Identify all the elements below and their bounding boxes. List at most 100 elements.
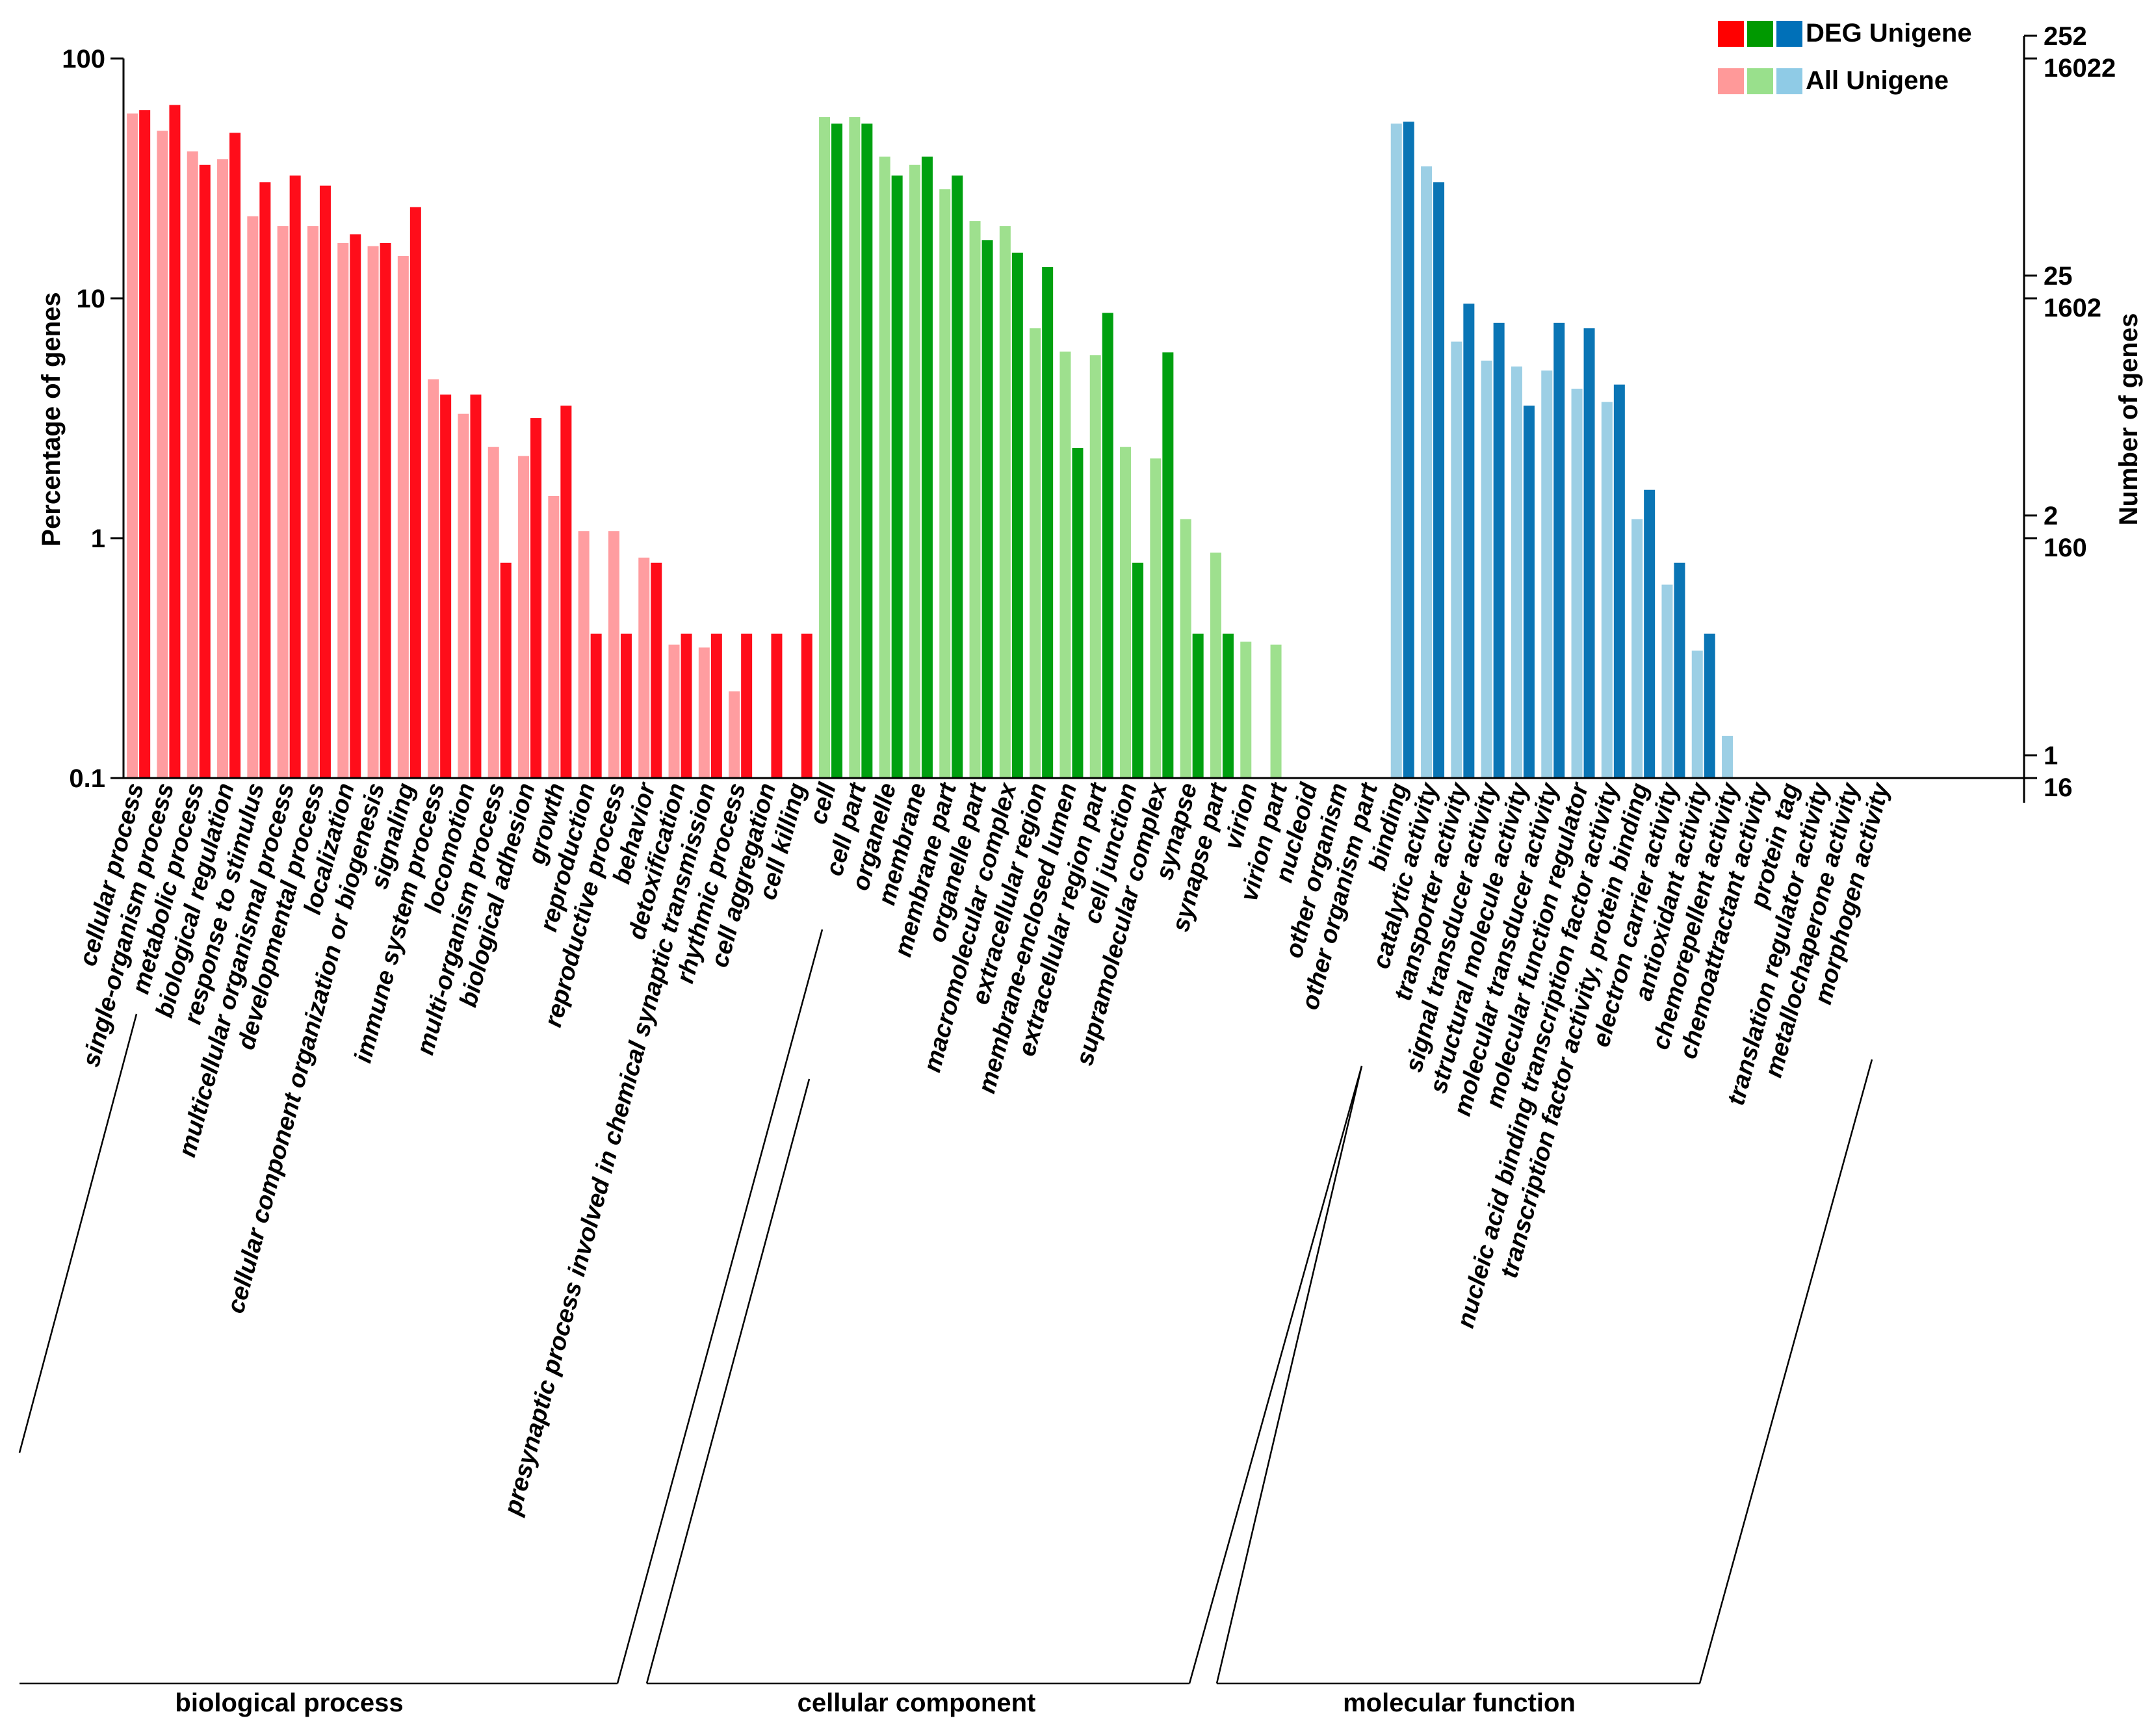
bar-all-unigene — [1541, 370, 1553, 778]
bar-all-unigene — [487, 447, 499, 778]
bar-deg-unigene — [1523, 406, 1535, 778]
y2-axis-title: Number of genes — [2114, 313, 2143, 526]
group-bracket-line — [1698, 1059, 1873, 1684]
bar-deg-unigene — [1493, 322, 1505, 778]
bar-all-unigene — [1150, 458, 1162, 778]
bar-all-unigene — [668, 644, 680, 778]
bar-deg-unigene — [681, 633, 692, 778]
bar-deg-unigene — [229, 133, 241, 779]
bar-deg-unigene — [470, 395, 482, 778]
bar-all-unigene — [1390, 123, 1402, 779]
bar-all-unigene — [307, 226, 318, 778]
y2-tick-label-all: 160 — [2044, 534, 2087, 562]
bar-deg-unigene — [169, 105, 181, 779]
bar-all-unigene — [217, 159, 229, 778]
bar-all-unigene — [969, 221, 981, 778]
bar-all-unigene — [1089, 355, 1101, 778]
bar-deg-unigene — [710, 633, 722, 778]
bar-deg-unigene — [801, 633, 812, 778]
bar-all-unigene — [548, 496, 560, 778]
bar-all-unigene — [1210, 552, 1221, 778]
bar-deg-unigene — [1553, 322, 1565, 778]
y-tick-label: 10 — [77, 285, 106, 313]
bar-deg-unigene — [560, 406, 572, 778]
bar-deg-unigene — [651, 562, 662, 778]
bar-all-unigene — [1631, 519, 1643, 778]
bar-deg-unigene — [319, 185, 331, 778]
bar-deg-unigene — [1583, 328, 1595, 778]
bar-deg-unigene — [1644, 489, 1656, 778]
bar-deg-unigene — [1192, 633, 1204, 778]
bar-all-unigene — [1120, 447, 1132, 778]
bar-all-unigene — [277, 226, 289, 778]
bar-all-unigene — [1451, 341, 1462, 778]
bar-deg-unigene — [530, 418, 542, 778]
bar-deg-unigene — [289, 175, 301, 778]
bar-all-unigene — [698, 647, 710, 778]
bar-all-unigene — [879, 156, 890, 778]
group-bracket-line — [1215, 1065, 1363, 1684]
bar-deg-unigene — [891, 175, 903, 778]
bar-deg-unigene — [1132, 562, 1144, 778]
y2-tick-label-deg: 252 — [2044, 22, 2087, 51]
bar-deg-unigene — [380, 242, 391, 778]
bar-all-unigene — [849, 117, 861, 779]
bar-deg-unigene — [831, 123, 843, 779]
bar-all-unigene — [1270, 644, 1282, 778]
group-brackets: biological process cellular component mole… — [18, 929, 1873, 1717]
legend-all-swatch-green — [1747, 68, 1773, 94]
bar-all-unigene — [578, 531, 590, 778]
bar-deg-unigene — [620, 633, 632, 778]
bar-all-unigene — [1481, 360, 1492, 778]
bar-all-unigene — [1601, 402, 1613, 778]
bar-all-unigene — [638, 557, 650, 778]
bar-deg-unigene — [1102, 313, 1113, 778]
y2-tick-label-deg: 2 — [2044, 502, 2058, 530]
bar-deg-unigene — [259, 182, 271, 779]
bar-all-unigene — [1030, 328, 1041, 778]
group-bracket-line — [1188, 1065, 1363, 1684]
group-bracket-line — [645, 1078, 811, 1684]
legend-deg-label: DEG Unigene — [1806, 19, 1972, 47]
bar-deg-unigene — [1072, 448, 1084, 778]
legend-all-swatch-blue — [1776, 68, 1802, 94]
y-tick-label: 0.1 — [69, 764, 105, 793]
bar-all-unigene — [909, 164, 920, 779]
bar-deg-unigene — [741, 633, 753, 778]
bar-deg-unigene — [409, 207, 421, 779]
bar-deg-unigene — [500, 562, 512, 778]
bar-deg-unigene — [981, 240, 993, 778]
legend-deg-swatch-green — [1747, 21, 1773, 47]
bar-deg-unigene — [771, 633, 783, 778]
bar-all-unigene — [187, 151, 198, 778]
bar-all-unigene — [939, 189, 951, 778]
bar-deg-unigene — [199, 164, 211, 779]
bar-deg-unigene — [1011, 252, 1023, 779]
y2-tick-label-all: 16022 — [2044, 54, 2116, 83]
bar-all-unigene — [1240, 642, 1252, 778]
legend-all-swatch-red — [1718, 68, 1744, 94]
bar-all-unigene — [608, 531, 619, 778]
bar-all-unigene — [1180, 519, 1191, 778]
bar-all-unigene — [1421, 166, 1433, 778]
bar-deg-unigene — [139, 110, 151, 779]
bar-all-unigene — [367, 246, 379, 778]
bar-deg-unigene — [1162, 352, 1174, 778]
group-bracket-line — [18, 1013, 138, 1453]
bar-all-unigene — [1661, 584, 1673, 778]
bar-deg-unigene — [861, 123, 873, 779]
bar-deg-unigene — [1403, 122, 1414, 779]
bar-deg-unigene — [1704, 633, 1715, 778]
bar-all-unigene — [1722, 736, 1734, 778]
bar-all-unigene — [999, 226, 1011, 778]
left-y-ticks: 100 10 1 0.1 — [62, 45, 123, 793]
bar-all-unigene — [1059, 351, 1071, 778]
bar-all-unigene — [729, 691, 740, 778]
bar-deg-unigene — [350, 234, 361, 778]
y-tick-label: 1 — [91, 525, 105, 553]
y2-tick-label-all: 1602 — [2044, 294, 2101, 322]
bar-deg-unigene — [1433, 182, 1445, 779]
